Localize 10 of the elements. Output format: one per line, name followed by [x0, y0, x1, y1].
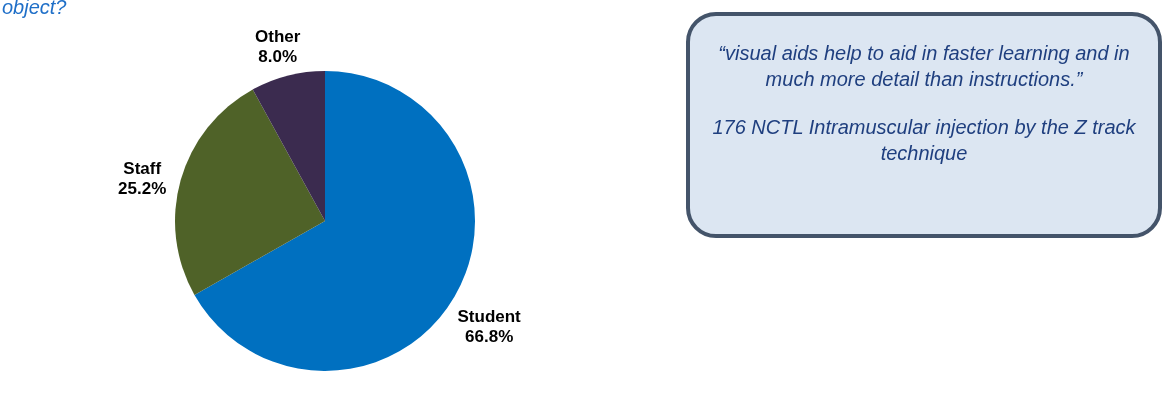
slice-label: Student [457, 306, 522, 326]
data-label: 25.2% [118, 179, 167, 199]
quote-box: “visual aids help to aid in faster learning and in much more detail than instructions.” 176 NCTL Intramuscular injection by the Z track technique [686, 12, 1162, 238]
slice-label: Staff [123, 159, 162, 179]
data-label: 8.0% [258, 46, 298, 66]
chart-title: object? [2, 0, 67, 19]
data-label: 66.8% [465, 326, 514, 346]
pie-slice [252, 71, 325, 221]
pie-slice [175, 89, 325, 295]
slice-label: Other [255, 26, 301, 46]
